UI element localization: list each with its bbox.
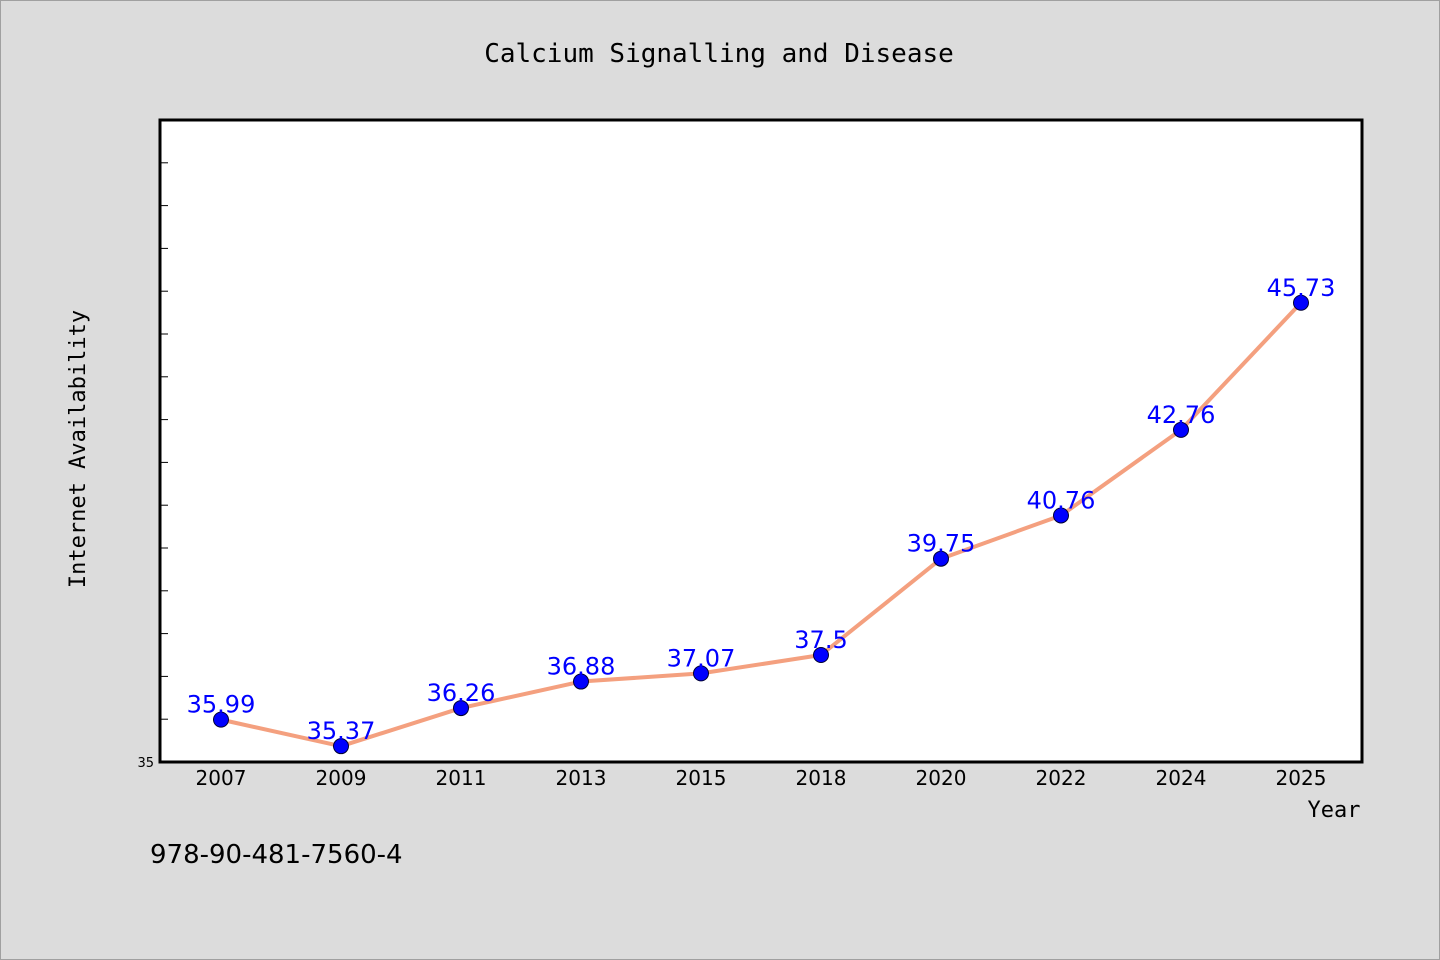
data-point [813,647,829,663]
x-tick-label: 2011 [436,766,487,790]
series-internet-availability: 35.99 35.37 36.26 36.88 37.07 37.5 39.75 40.76 4… [187,274,1336,755]
chart-title: Calcium Signalling and Disease [484,39,954,69]
data-point [453,700,469,717]
data-label: 36.88 [547,653,616,681]
x-tick-label: 2013 [556,766,607,790]
y-tick-label-min: 35 [137,756,154,771]
isbn-text: 978-90-481-7560-4 [150,840,403,870]
series-line [219,300,1303,749]
x-tick-label: 2022 [1036,766,1087,790]
data-point [213,711,229,728]
x-tick-label: 2025 [1276,766,1327,790]
data-label: 40.76 [1027,486,1096,514]
data-label: 36.26 [427,679,496,707]
data-label: 37.07 [667,644,736,672]
data-point [333,738,349,755]
data-label: 39.75 [907,530,976,558]
data-point [693,665,709,682]
x-axis-label: Year [1308,798,1361,823]
y-axis-ticks [160,162,168,720]
data-point [573,673,589,690]
x-tick-label: 2007 [196,766,247,790]
data-label: 45.73 [1267,274,1336,302]
data-label: 37.5 [794,626,847,654]
data-label: 35.99 [187,691,256,719]
x-tick-label: 2015 [676,766,727,790]
x-tick-label: 2020 [916,766,967,790]
y-axis-label: Internet Availability [66,310,91,588]
data-label: 35.37 [307,717,376,745]
data-point [1053,507,1069,524]
x-tick-label: 2024 [1156,766,1207,790]
x-tick-label: 2009 [316,766,367,790]
data-point [1293,294,1309,311]
data-point [933,550,949,567]
data-label: 42.76 [1147,401,1216,429]
x-tick-label: 2018 [796,766,847,790]
x-axis-tick-labels: 2007 2009 2011 2013 2015 2018 2020 2022 2024 2025 [196,766,1327,790]
data-point [1173,421,1189,438]
plot-area [158,118,1364,764]
